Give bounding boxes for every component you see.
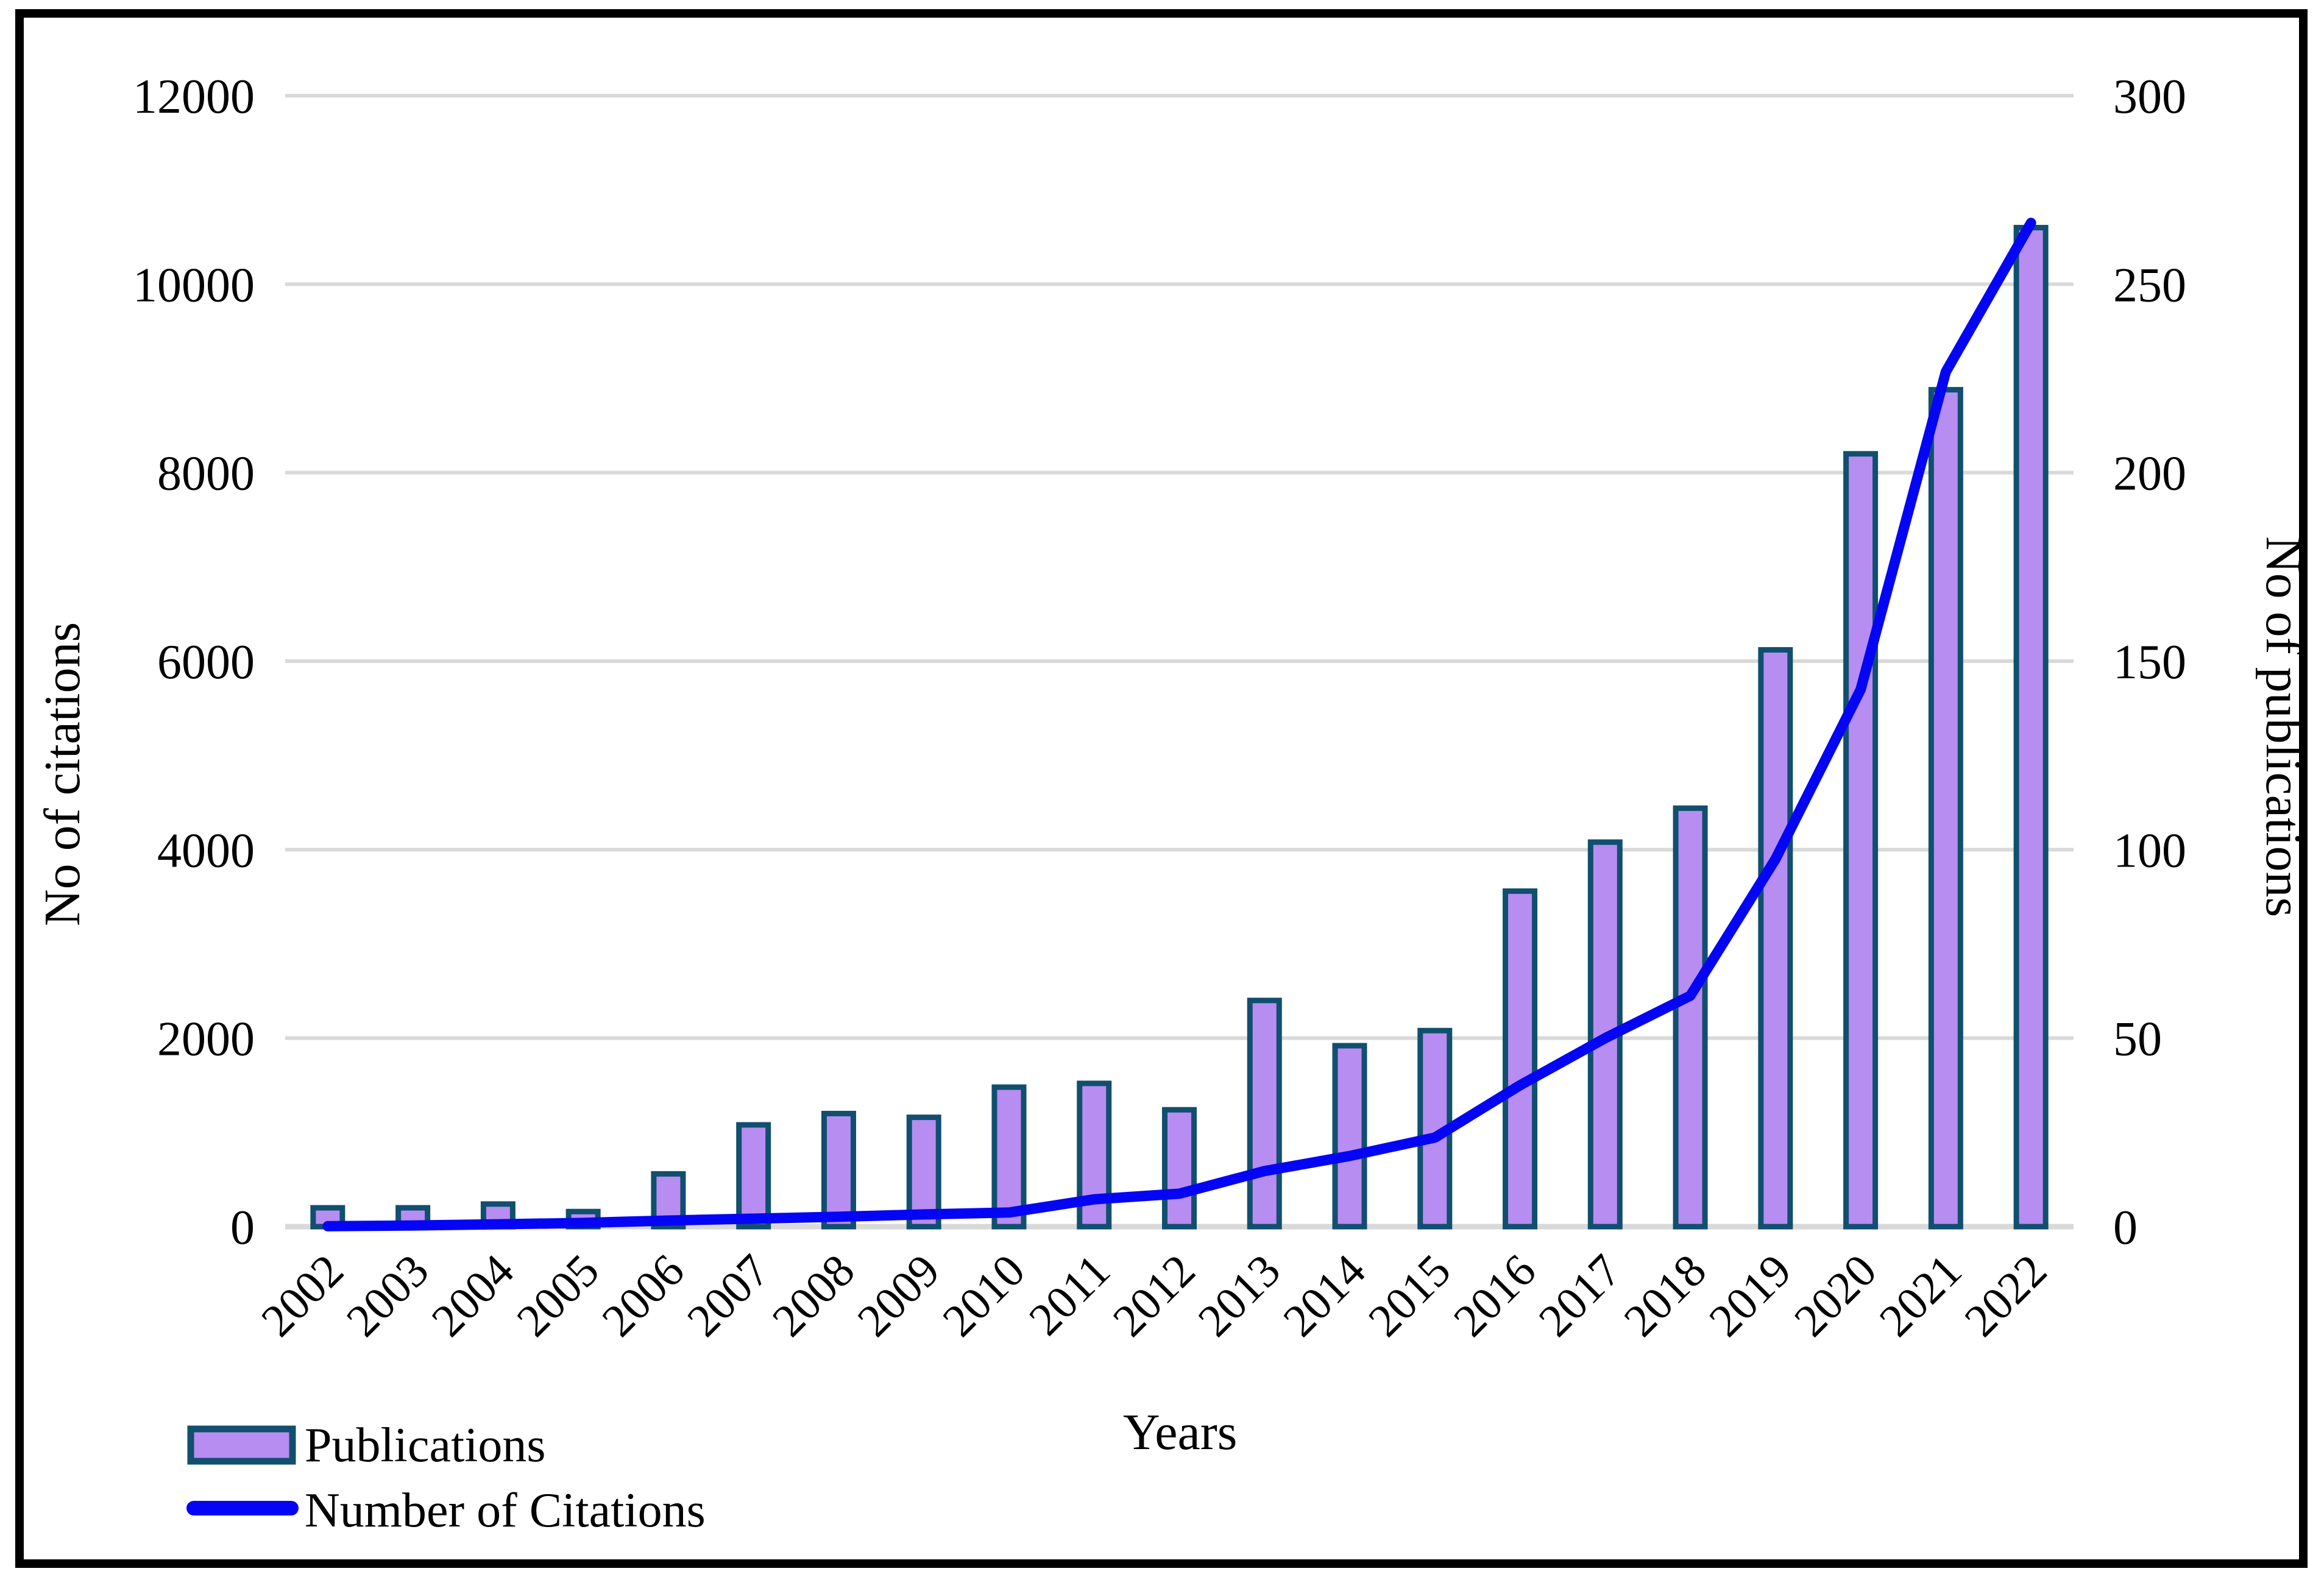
bar-2012 (1162, 1107, 1197, 1230)
x-tick-2005: 2005 (507, 1245, 609, 1347)
bar-2010 (991, 1084, 1027, 1230)
x-tick-2022: 2022 (1955, 1245, 2057, 1347)
x-tick-2007: 2007 (678, 1245, 779, 1347)
legend-citations-label: Number of Citations (305, 1484, 706, 1537)
x-tick-2017: 2017 (1529, 1245, 1631, 1347)
publications-bars (310, 225, 2049, 1230)
x-axis-tick-labels: 2002200320042005200620072008200920102011… (252, 1245, 2057, 1347)
citations-line (322, 218, 2036, 1232)
left-tick-6000: 6000 (157, 636, 255, 689)
x-tick-2010: 2010 (933, 1245, 1035, 1347)
bar-2020 (1843, 451, 1879, 1230)
x-tick-2013: 2013 (1188, 1245, 1290, 1347)
x-tick-2004: 2004 (422, 1245, 524, 1347)
right-tick-250: 250 (2113, 258, 2186, 312)
right-tick-200: 200 (2113, 447, 2186, 501)
bar-2008 (821, 1110, 856, 1230)
bar-2014 (1332, 1043, 1367, 1230)
x-tick-2012: 2012 (1104, 1245, 1205, 1347)
left-tick-2000: 2000 (157, 1013, 255, 1066)
x-tick-2009: 2009 (848, 1245, 949, 1347)
left-tick-4000: 4000 (157, 824, 255, 877)
right-tick-50: 50 (2113, 1013, 2162, 1066)
x-tick-2008: 2008 (763, 1245, 865, 1347)
left-tick-0: 0 (230, 1201, 255, 1255)
right-tick-0: 0 (2113, 1201, 2138, 1255)
x-tick-2015: 2015 (1359, 1245, 1461, 1347)
right-tick-300: 300 (2113, 70, 2186, 124)
right-tick-100: 100 (2113, 824, 2186, 877)
x-tick-2019: 2019 (1699, 1245, 1801, 1347)
x-tick-2021: 2021 (1870, 1245, 1972, 1347)
left-tick-10000: 10000 (133, 258, 255, 312)
x-axis-title: Years (1123, 1404, 1237, 1461)
x-tick-2003: 2003 (337, 1245, 439, 1347)
x-tick-2002: 2002 (252, 1245, 353, 1347)
x-tick-2006: 2006 (592, 1245, 694, 1347)
left-axis-tick-labels: 0 2000 4000 6000 8000 10000 12000 (133, 70, 255, 1255)
citations-line-path (322, 218, 2036, 1232)
x-tick-2014: 2014 (1274, 1245, 1375, 1347)
bar-2007 (736, 1122, 771, 1230)
bar-2019 (1758, 647, 1793, 1230)
x-tick-2016: 2016 (1444, 1245, 1546, 1347)
bar-2016 (1503, 888, 1538, 1230)
right-axis-tick-labels: 0 50 100 150 200 250 300 (2113, 70, 2186, 1255)
right-tick-150: 150 (2113, 636, 2186, 689)
bar-2021 (1928, 387, 1963, 1230)
bar-2009 (906, 1115, 941, 1230)
legend-publications-swatch (187, 1425, 296, 1465)
bar-2022 (2013, 225, 2049, 1230)
x-tick-2018: 2018 (1614, 1245, 1716, 1347)
left-axis-title: No of citations (34, 622, 91, 926)
legend-citations-swatch (186, 1501, 299, 1515)
gridlines (285, 94, 2074, 1230)
x-tick-2011: 2011 (1019, 1245, 1120, 1345)
right-axis-title: No of publications (2255, 536, 2312, 917)
bar-2018 (1673, 805, 1708, 1230)
legend-publications-label: Publications (305, 1419, 546, 1472)
legend: Publications Number of Citations (186, 1419, 706, 1537)
bar-2013 (1247, 998, 1282, 1230)
figure-border (15, 9, 2308, 1568)
left-tick-8000: 8000 (157, 447, 255, 501)
left-tick-12000: 12000 (133, 70, 255, 124)
x-tick-2020: 2020 (1785, 1245, 1886, 1347)
